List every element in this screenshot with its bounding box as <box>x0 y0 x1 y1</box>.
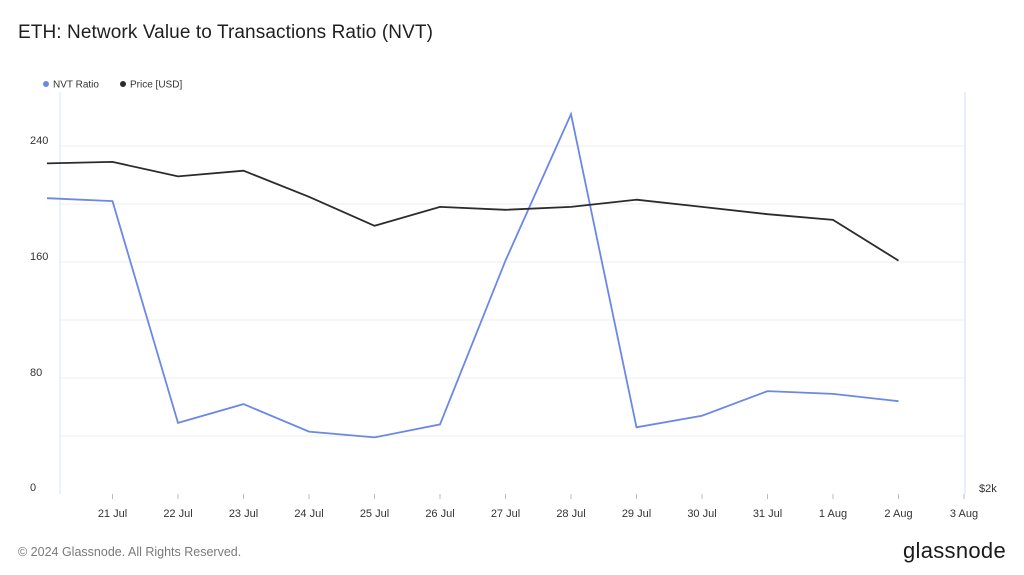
chart-title: ETH: Network Value to Transactions Ratio… <box>18 22 433 43</box>
grid-lines <box>60 145 965 437</box>
x-tick-label: 21 Jul <box>98 508 127 520</box>
price-point[interactable] <box>765 211 771 217</box>
nvt-point[interactable] <box>437 421 443 427</box>
x-tick-label: 2 Aug <box>884 508 912 520</box>
x-tick-label: 29 Jul <box>622 508 651 520</box>
x-tick-label: 25 Jul <box>360 508 389 520</box>
legend-price-marker <box>120 81 126 87</box>
x-tick-label: 22 Jul <box>163 508 192 520</box>
x-tick-label: 31 Jul <box>753 508 782 520</box>
nvt-point[interactable] <box>110 198 116 204</box>
nvt-point[interactable] <box>634 424 640 430</box>
y-tick-label: 0 <box>30 482 36 494</box>
x-tick-label: 30 Jul <box>687 508 716 520</box>
legend-nvt-marker <box>43 81 49 87</box>
price-point[interactable] <box>306 194 312 200</box>
price-point[interactable] <box>896 258 902 264</box>
legend-price-label[interactable]: Price [USD] <box>130 80 182 91</box>
copyright-text: © 2024 Glassnode. All Rights Reserved. <box>18 545 242 559</box>
brand-logo[interactable]: glassnode <box>903 538 1006 563</box>
x-tick-label: 1 Aug <box>819 508 847 520</box>
price-point[interactable] <box>699 204 705 210</box>
price-point[interactable] <box>175 173 181 179</box>
series-line-price-usd <box>46 160 899 262</box>
y-tick-label: 240 <box>30 135 48 147</box>
price-point[interactable] <box>568 204 574 210</box>
nvt-point[interactable] <box>896 398 902 404</box>
price-point[interactable] <box>44 160 50 166</box>
nvt-point[interactable] <box>699 413 705 419</box>
price-point[interactable] <box>437 204 443 210</box>
legend[interactable]: NVT Ratio Price [USD] <box>43 80 182 91</box>
nvt-point[interactable] <box>306 429 312 435</box>
nvt-chart: 0 80 160 240 21 Jul 22 Jul 23 Jul 24 Jul 25 Jul… <box>30 80 997 521</box>
right-axis-tick-label: $2k <box>979 483 997 495</box>
x-tick-label: 24 Jul <box>294 508 323 520</box>
price-point[interactable] <box>503 207 509 213</box>
x-tick-label: 27 Jul <box>491 508 520 520</box>
x-tick-label: 28 Jul <box>556 508 585 520</box>
nvt-point[interactable] <box>44 195 50 201</box>
x-tick-label: 23 Jul <box>229 508 258 520</box>
nvt-point[interactable] <box>568 111 574 117</box>
nvt-point[interactable] <box>830 391 836 397</box>
x-axis-ticks: 21 Jul 22 Jul 23 Jul 24 Jul 25 Jul 26 Jul 27 J… <box>98 494 978 520</box>
nvt-point[interactable] <box>765 388 771 394</box>
y-tick-label: 160 <box>30 251 48 263</box>
nvt-point[interactable] <box>503 258 509 264</box>
legend-nvt-label[interactable]: NVT Ratio <box>53 80 99 91</box>
price-point[interactable] <box>830 217 836 223</box>
nvt-point[interactable] <box>175 420 181 426</box>
nvt-point[interactable] <box>241 401 247 407</box>
price-point[interactable] <box>634 197 640 203</box>
price-point[interactable] <box>241 168 247 174</box>
x-tick-label: 26 Jul <box>425 508 454 520</box>
price-point[interactable] <box>372 223 378 229</box>
x-tick-label: 3 Aug <box>950 508 978 520</box>
y-tick-label: 80 <box>30 367 42 379</box>
nvt-point[interactable] <box>372 434 378 440</box>
price-point[interactable] <box>110 159 116 165</box>
series-line-nvt-ratio <box>46 111 899 439</box>
y-axis-ticks: 0 80 160 240 <box>30 135 48 494</box>
